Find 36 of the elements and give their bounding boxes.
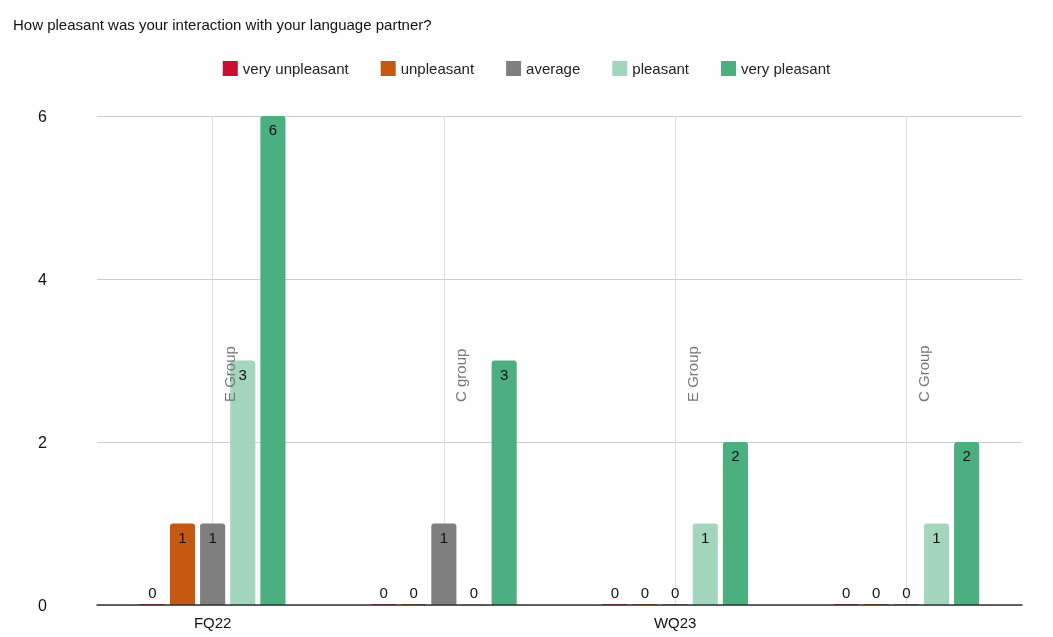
x-tick-label: WQ23	[653, 614, 697, 631]
data-label: 1	[932, 528, 941, 546]
annotation: C Group	[914, 345, 932, 402]
annotation: E Group	[221, 346, 239, 402]
x-tick-label: FQ22	[193, 614, 232, 631]
data-label: 0	[902, 584, 911, 601]
data-label: 2	[731, 447, 740, 464]
data-label: 1	[439, 528, 449, 546]
legend-label: pleasant	[632, 60, 690, 77]
legend-label: average	[526, 60, 581, 77]
legend-label: unpleasant	[400, 60, 475, 77]
legend-label: very unpleasant	[242, 60, 350, 77]
data-label: 0	[469, 584, 479, 601]
data-label: 0	[148, 584, 157, 601]
y-tick-label: 6	[38, 107, 48, 125]
data-label: 0	[872, 584, 881, 601]
data-label: 1	[208, 528, 217, 546]
data-label: 3	[238, 365, 247, 383]
y-tick-label: 0	[38, 596, 48, 614]
data-label: 1	[178, 528, 187, 546]
y-tick-label: 4	[38, 270, 48, 288]
annotation: E Group	[683, 346, 701, 402]
data-label: 2	[962, 447, 971, 464]
data-label: 3	[499, 365, 509, 383]
y-tick-label: 2	[38, 433, 48, 451]
data-label: 0	[841, 584, 851, 601]
data-label: 0	[409, 584, 418, 601]
data-label: 0	[640, 584, 650, 601]
data-label: 0	[670, 584, 680, 601]
data-label: 0	[379, 584, 388, 601]
data-label: 1	[701, 528, 710, 546]
data-label: 6	[268, 121, 278, 138]
annotation: C group	[452, 348, 470, 402]
legend-label: very pleasant	[741, 60, 832, 77]
data-label: 0	[610, 584, 620, 601]
chart-title: How pleasant was your interaction with your language partner?	[13, 16, 432, 33]
